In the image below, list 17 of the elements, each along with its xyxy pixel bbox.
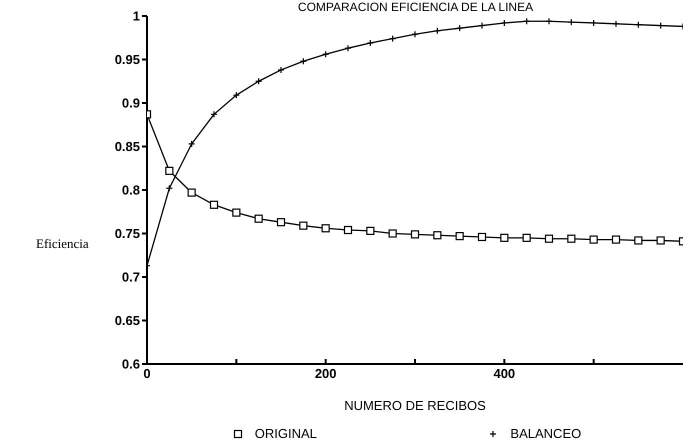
y-tick-label: 0.75 <box>114 226 140 242</box>
y-tick-label: 0.85 <box>114 139 140 154</box>
legend-label: BALANCEO <box>510 426 582 441</box>
y-tick-label: 1 <box>132 8 140 24</box>
y-tick-label: 0.6 <box>122 356 140 372</box>
chart-title: COMPARACION EFICIENCIA DE LA LINEA <box>296 0 534 14</box>
y-tick-label: 0.8 <box>122 182 140 198</box>
x-tick-label: 400 <box>493 366 516 382</box>
y-tick-label: 0.65 <box>114 313 140 328</box>
x-tick-label: 0 <box>143 366 151 382</box>
y-tick-label: 0.9 <box>122 96 140 111</box>
y-tick-label: 0.7 <box>122 270 140 285</box>
legend-label: ORIGINAL <box>254 426 317 441</box>
x-axis-title: NUMERO DE RECIBOS <box>344 398 486 413</box>
x-tick-label: 200 <box>314 366 337 382</box>
y-axis-title: Eficiencia <box>36 236 89 252</box>
y-tick-label: 0.95 <box>114 52 140 68</box>
